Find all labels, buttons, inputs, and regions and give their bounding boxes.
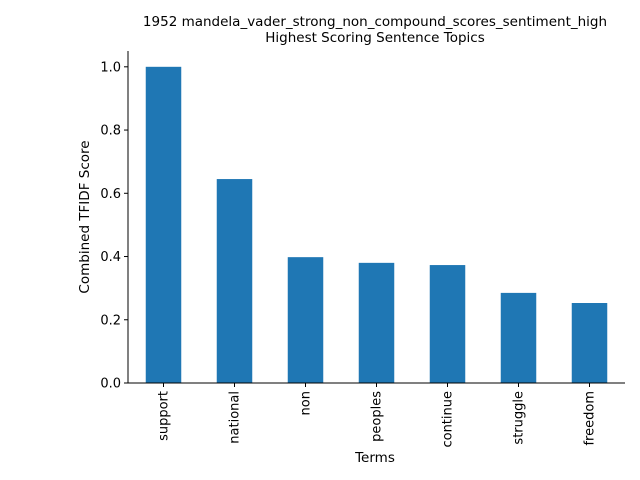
y-axis-label: Combined TFIDF Score xyxy=(77,140,93,293)
bar-struggle xyxy=(500,292,537,383)
bar-freedom xyxy=(571,303,608,383)
x-axis-label: Terms xyxy=(354,450,395,466)
x-tick-label: non xyxy=(299,391,314,415)
x-tick-label: national xyxy=(228,391,243,444)
chart-title: 1952 mandela_vader_strong_non_compound_s… xyxy=(143,14,607,30)
y-tick-label: 1.0 xyxy=(100,60,121,75)
bar-non xyxy=(287,257,324,383)
bar-support xyxy=(145,66,182,384)
x-tick-label: peoples xyxy=(370,391,385,442)
x-tick-label: continue xyxy=(441,391,456,448)
x-tick-label: struggle xyxy=(512,391,527,445)
bar-national xyxy=(216,179,253,383)
x-tick-label: freedom xyxy=(583,391,598,446)
y-tick-label: 0.2 xyxy=(100,313,121,328)
y-tick-label: 0.4 xyxy=(100,250,121,265)
chart-subtitle: Highest Scoring Sentence Topics xyxy=(265,30,485,46)
bar-peoples xyxy=(358,262,395,383)
bars-group xyxy=(145,66,608,384)
bar-continue xyxy=(429,265,466,383)
y-tick-label: 0.6 xyxy=(100,187,121,202)
y-tick-label: 0.0 xyxy=(100,377,121,392)
y-tick-label: 0.8 xyxy=(100,124,121,139)
x-axis-ticks: support national non peoples continue struggl… xyxy=(157,383,598,448)
y-axis-ticks: 0.0 0.2 0.4 0.6 0.8 1.0 xyxy=(100,60,128,392)
x-tick-label: support xyxy=(157,391,172,441)
